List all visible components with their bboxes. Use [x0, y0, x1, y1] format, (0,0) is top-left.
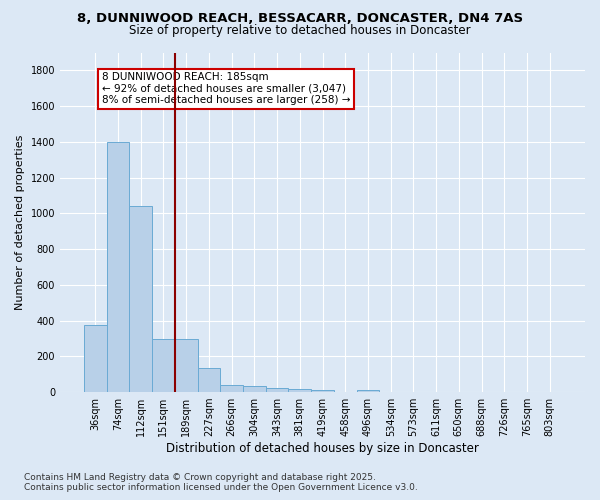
Bar	[220, 385, 243, 392]
Bar	[107, 142, 130, 392]
Bar	[266, 388, 289, 392]
Text: 8, DUNNIWOOD REACH, BESSACARR, DONCASTER, DN4 7AS: 8, DUNNIWOOD REACH, BESSACARR, DONCASTER…	[77, 12, 523, 26]
Bar	[197, 368, 220, 392]
Bar	[356, 390, 379, 392]
Bar	[130, 206, 152, 392]
Bar	[289, 390, 311, 392]
Bar	[311, 390, 334, 392]
X-axis label: Distribution of detached houses by size in Doncaster: Distribution of detached houses by size …	[166, 442, 479, 455]
Bar	[175, 340, 197, 392]
Text: Contains HM Land Registry data © Crown copyright and database right 2025.
Contai: Contains HM Land Registry data © Crown c…	[24, 473, 418, 492]
Text: 8 DUNNIWOOD REACH: 185sqm
← 92% of detached houses are smaller (3,047)
8% of sem: 8 DUNNIWOOD REACH: 185sqm ← 92% of detac…	[102, 72, 350, 106]
Bar	[84, 325, 107, 392]
Bar	[243, 386, 266, 392]
Text: Size of property relative to detached houses in Doncaster: Size of property relative to detached ho…	[129, 24, 471, 37]
Y-axis label: Number of detached properties: Number of detached properties	[15, 134, 25, 310]
Bar	[152, 340, 175, 392]
